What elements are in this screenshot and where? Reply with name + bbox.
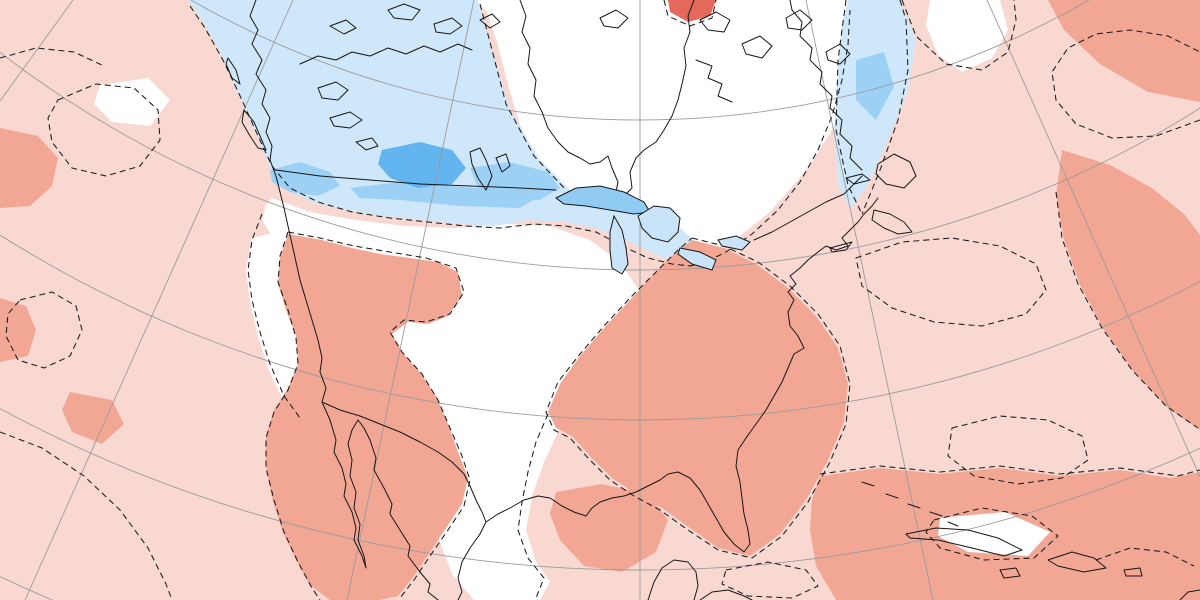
arctic-islands-coastline [299,3,851,103]
cool-anomaly-region [270,162,340,196]
meridian-line [0,0,74,102]
anomaly-contour [265,231,471,600]
warm-anomaly-region [266,234,468,600]
anomaly-contour [247,0,1200,599]
warm-anomaly-region [1056,150,1200,430]
coastline-layer [225,0,1200,600]
anomaly-contour [855,0,1200,485]
warm-anomaly-region [0,128,124,444]
lake-michigan [609,214,629,275]
cool-anomaly-region [470,162,560,200]
northern-lakes-coastline [317,81,511,191]
anomaly-contour [189,3,851,267]
pacific-coastline [225,0,439,600]
meridian-line [986,0,1200,478]
gulf-atlantic-coastline [485,0,917,553]
lake-huron [637,205,681,243]
warm-anomaly-region [1048,0,1200,102]
lake-ontario [717,235,751,251]
warm-anomaly-region [550,484,668,572]
neutral-overlay-layer [938,512,1050,556]
meridian-line [24,0,294,600]
warm-anomaly-region [668,0,716,22]
neutral-anomaly-region [926,0,1008,72]
hudson-bay-coastline [519,0,695,197]
mexico-gulf-coastline [457,521,487,600]
us-canada-border [275,169,557,191]
neutral-anomaly-region [938,512,1050,556]
cool-anomaly-region [378,142,466,188]
neutral-anomaly-region [94,78,170,126]
anomaly-contour [545,237,851,559]
anomaly-contour [0,47,173,600]
lake-erie [677,247,717,271]
cool-anomaly-region [350,182,540,208]
meridian-line [805,0,934,600]
meridian-line [346,0,475,600]
caribbean-coastline [647,481,1200,600]
us-mexico-border [321,401,487,523]
cool-anomaly-region [856,52,894,120]
warm-anomaly-region [548,240,848,556]
